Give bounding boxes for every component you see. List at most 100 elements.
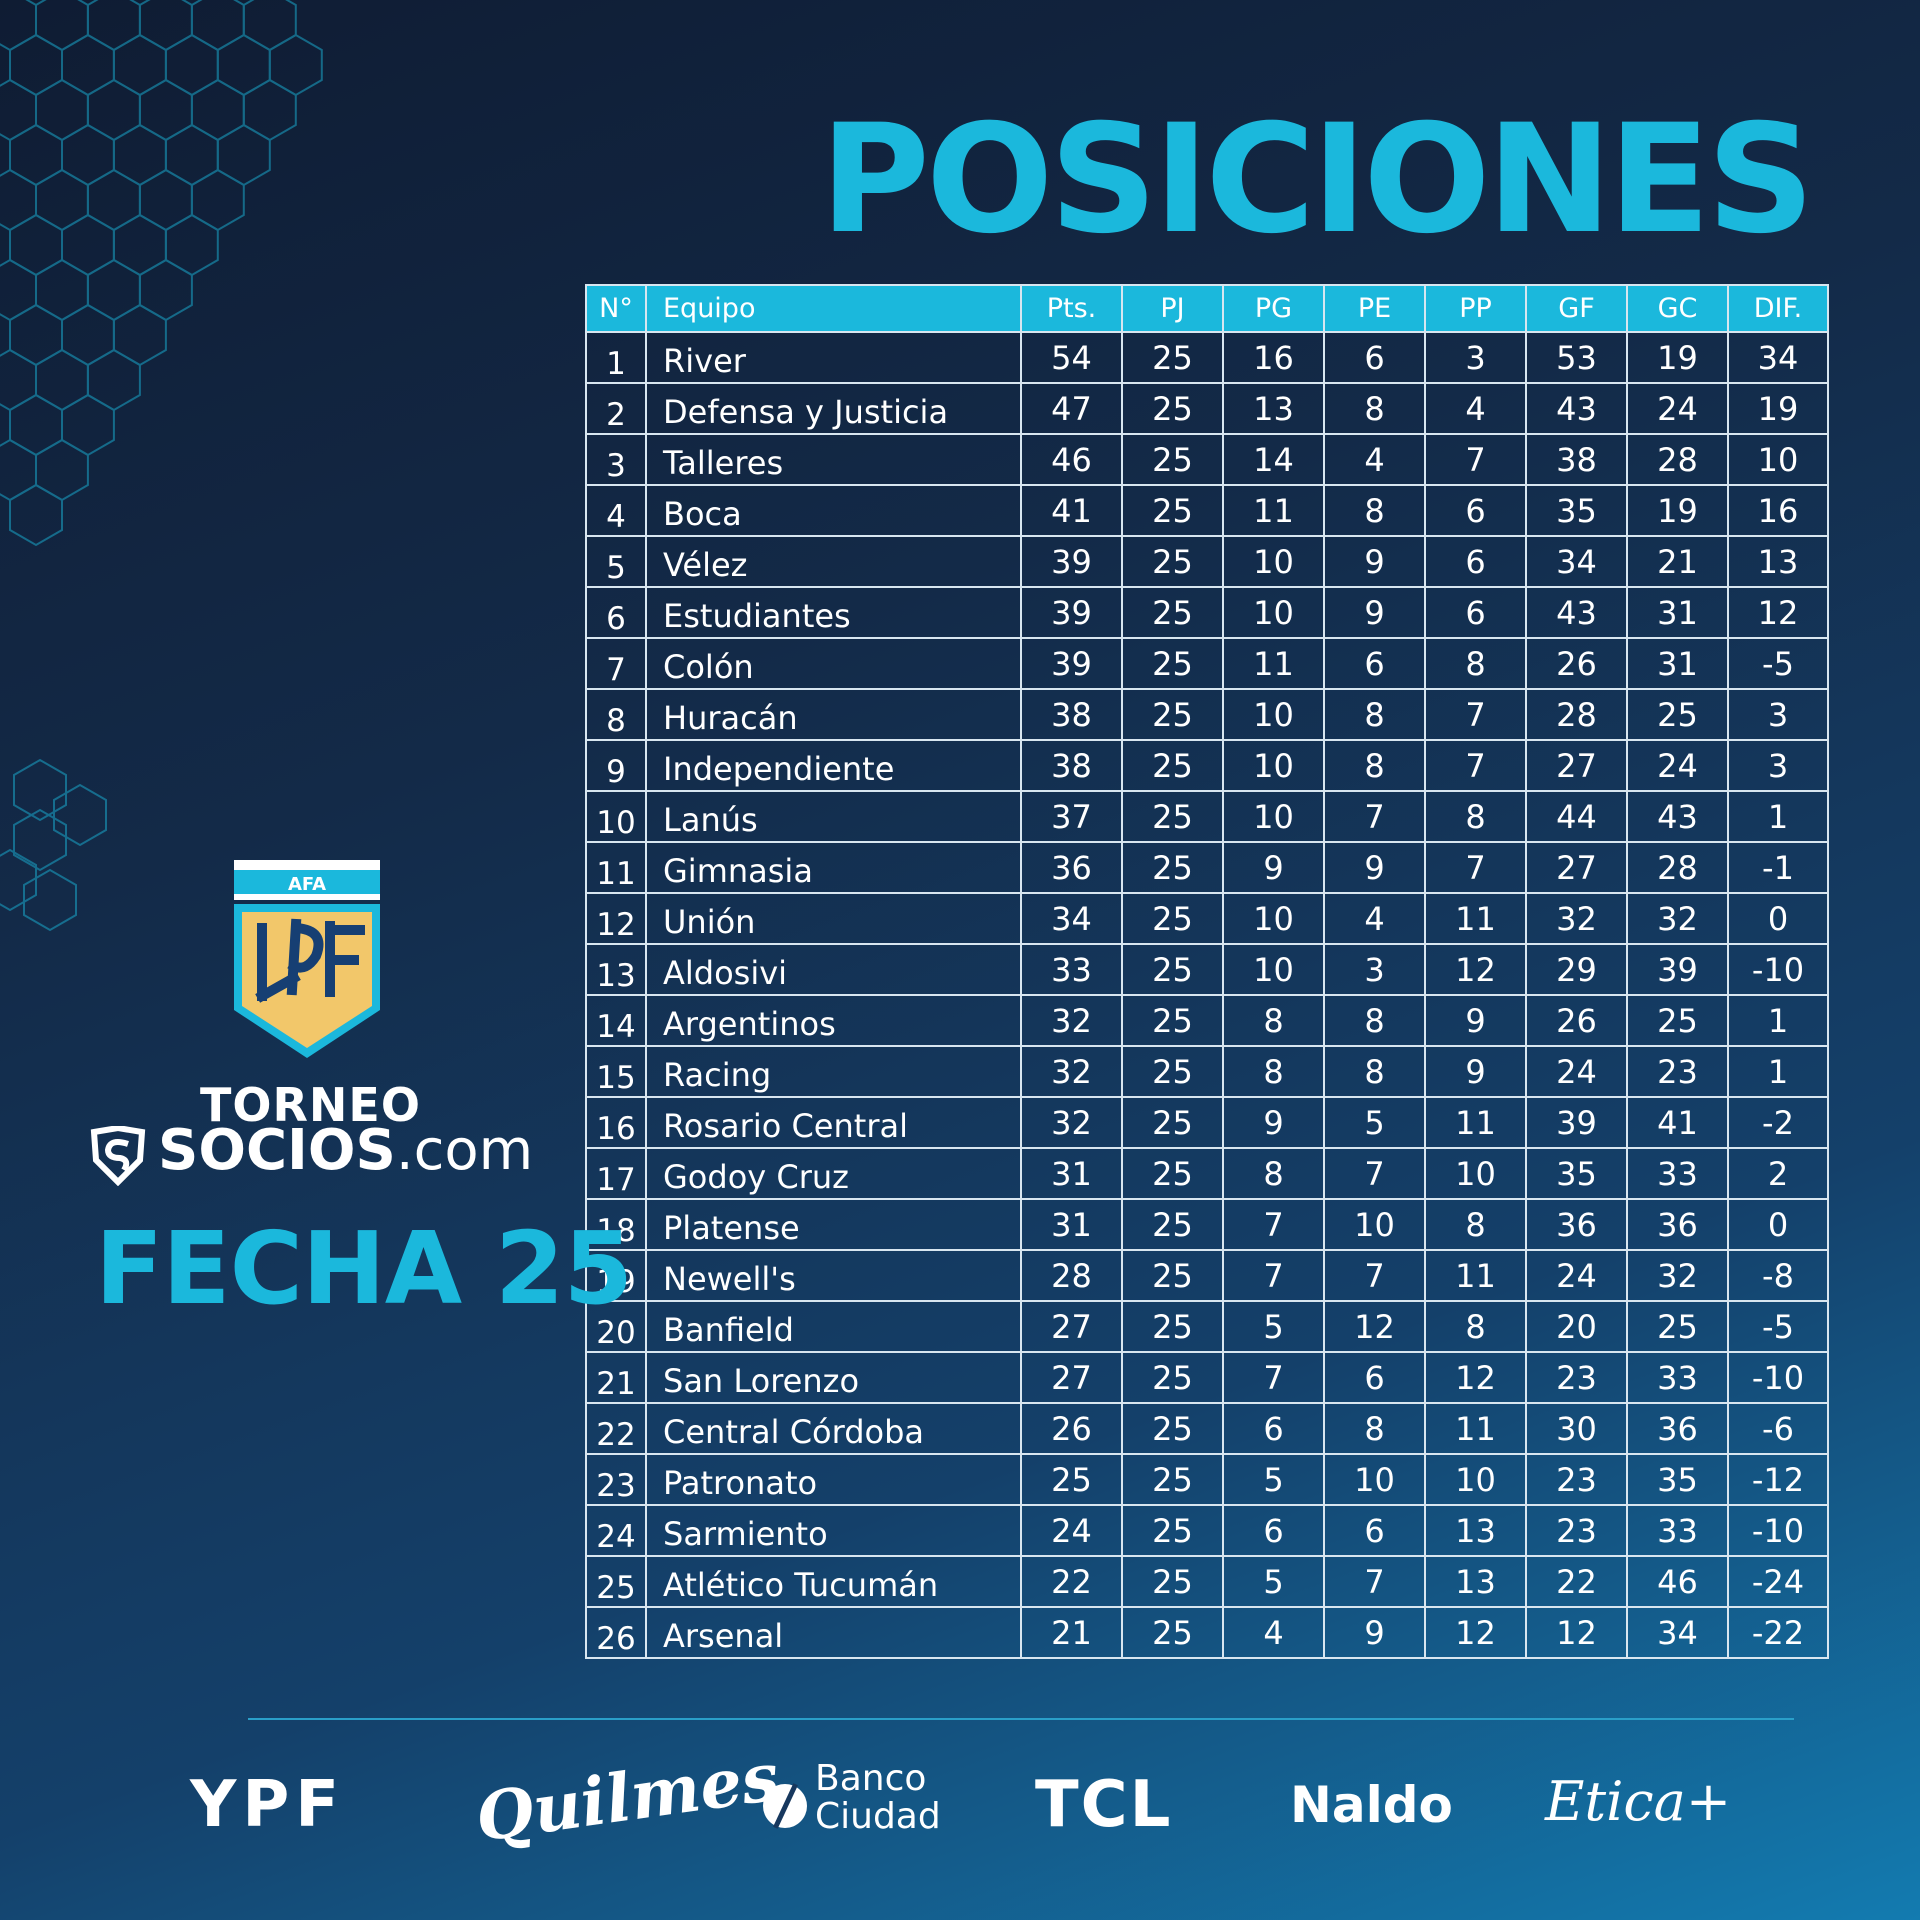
cell-position: 21 <box>585 1351 647 1404</box>
table-row: 16 Rosario Central 32 25 9 5 11 39 41 -2 <box>585 1096 1829 1149</box>
cell-goals-against: 41 <box>1626 1096 1729 1149</box>
cell-goals-for: 35 <box>1525 484 1628 537</box>
cell-drawn: 10 <box>1323 1453 1426 1506</box>
cell-points: 32 <box>1020 1096 1123 1149</box>
table-row: 6 Estudiantes 39 25 10 9 6 43 31 12 <box>585 586 1829 639</box>
cell-lost: 9 <box>1424 1045 1527 1098</box>
table-row: 18 Platense 31 25 7 10 8 36 36 0 <box>585 1198 1829 1251</box>
cell-points: 27 <box>1020 1351 1123 1404</box>
cell-won: 10 <box>1222 586 1325 639</box>
cell-goals-against: 43 <box>1626 790 1729 843</box>
cell-played: 25 <box>1121 1351 1224 1404</box>
cell-lost: 7 <box>1424 688 1527 741</box>
cell-position: 3 <box>585 433 647 486</box>
cell-won: 10 <box>1222 688 1325 741</box>
cell-position: 26 <box>585 1606 647 1659</box>
cell-drawn: 7 <box>1323 1147 1426 1200</box>
sponsor-banco-ciudad-logo: Banco Ciudad <box>760 1760 960 1850</box>
cell-team: River <box>645 331 1022 384</box>
header-team: Equipo <box>645 284 1022 333</box>
cell-position: 11 <box>585 841 647 894</box>
table-row: 15 Racing 32 25 8 8 9 24 23 1 <box>585 1045 1829 1098</box>
header-goals-against: GC <box>1626 284 1729 333</box>
cell-goals-against: 28 <box>1626 841 1729 894</box>
cell-drawn: 9 <box>1323 1606 1426 1659</box>
cell-goals-for: 53 <box>1525 331 1628 384</box>
cell-played: 25 <box>1121 1147 1224 1200</box>
cell-won: 8 <box>1222 1147 1325 1200</box>
cell-played: 25 <box>1121 1453 1224 1506</box>
cell-drawn: 5 <box>1323 1096 1426 1149</box>
cell-won: 9 <box>1222 1096 1325 1149</box>
cell-played: 25 <box>1121 637 1224 690</box>
lpf-shield-icon: AFA <box>234 860 380 1058</box>
cell-team: Godoy Cruz <box>645 1147 1022 1200</box>
sponsor-naldo-logo: Naldo <box>1290 1776 1453 1834</box>
cell-goal-diff: -2 <box>1727 1096 1829 1149</box>
cell-won: 14 <box>1222 433 1325 486</box>
cell-won: 4 <box>1222 1606 1325 1659</box>
table-row: 21 San Lorenzo 27 25 7 6 12 23 33 -10 <box>585 1351 1829 1404</box>
cell-lost: 8 <box>1424 1198 1527 1251</box>
cell-lost: 7 <box>1424 841 1527 894</box>
cell-played: 25 <box>1121 1606 1224 1659</box>
cell-points: 38 <box>1020 739 1123 792</box>
cell-position: 1 <box>585 331 647 384</box>
cell-position: 7 <box>585 637 647 690</box>
cell-played: 25 <box>1121 1504 1224 1557</box>
cell-team: Estudiantes <box>645 586 1022 639</box>
cell-points: 22 <box>1020 1555 1123 1608</box>
cell-won: 10 <box>1222 943 1325 996</box>
cell-lost: 10 <box>1424 1453 1527 1506</box>
cell-lost: 3 <box>1424 331 1527 384</box>
cell-drawn: 8 <box>1323 382 1426 435</box>
cell-played: 25 <box>1121 433 1224 486</box>
cell-team: Vélez <box>645 535 1022 588</box>
header-goal-diff: DIF. <box>1727 284 1829 333</box>
cell-points: 39 <box>1020 535 1123 588</box>
cell-goals-for: 27 <box>1525 739 1628 792</box>
cell-points: 33 <box>1020 943 1123 996</box>
cell-lost: 12 <box>1424 1606 1527 1659</box>
cell-played: 25 <box>1121 790 1224 843</box>
header-won: PG <box>1222 284 1325 333</box>
cell-goal-diff: 34 <box>1727 331 1829 384</box>
cell-points: 32 <box>1020 994 1123 1047</box>
cell-goal-diff: 3 <box>1727 688 1829 741</box>
cell-lost: 10 <box>1424 1147 1527 1200</box>
cell-won: 10 <box>1222 892 1325 945</box>
cell-won: 7 <box>1222 1249 1325 1302</box>
cell-played: 25 <box>1121 484 1224 537</box>
cell-drawn: 8 <box>1323 1045 1426 1098</box>
cell-points: 32 <box>1020 1045 1123 1098</box>
cell-lost: 11 <box>1424 1402 1527 1455</box>
cell-won: 6 <box>1222 1402 1325 1455</box>
cell-points: 54 <box>1020 331 1123 384</box>
cell-goals-against: 31 <box>1626 637 1729 690</box>
cell-drawn: 8 <box>1323 688 1426 741</box>
cell-drawn: 10 <box>1323 1198 1426 1251</box>
cell-goal-diff: 3 <box>1727 739 1829 792</box>
table-row: 20 Banfield 27 25 5 12 8 20 25 -5 <box>585 1300 1829 1353</box>
cell-goals-against: 46 <box>1626 1555 1729 1608</box>
torneo-label: TORNEO <box>200 1078 421 1132</box>
cell-position: 25 <box>585 1555 647 1608</box>
cell-goals-against: 19 <box>1626 331 1729 384</box>
cell-points: 36 <box>1020 841 1123 894</box>
cell-team: Patronato <box>645 1453 1022 1506</box>
cell-goal-diff: 10 <box>1727 433 1829 486</box>
cell-drawn: 9 <box>1323 586 1426 639</box>
table-row: 1 River 54 25 16 6 3 53 19 34 <box>585 331 1829 384</box>
cell-position: 12 <box>585 892 647 945</box>
cell-goals-for: 20 <box>1525 1300 1628 1353</box>
cell-won: 11 <box>1222 637 1325 690</box>
cell-lost: 11 <box>1424 892 1527 945</box>
cell-team: Sarmiento <box>645 1504 1022 1557</box>
cell-drawn: 8 <box>1323 994 1426 1047</box>
cell-points: 31 <box>1020 1198 1123 1251</box>
cell-goals-for: 43 <box>1525 382 1628 435</box>
cell-played: 25 <box>1121 994 1224 1047</box>
cell-goals-against: 36 <box>1626 1198 1729 1251</box>
cell-goal-diff: 16 <box>1727 484 1829 537</box>
table-row: 26 Arsenal 21 25 4 9 12 12 34 -22 <box>585 1606 1829 1659</box>
